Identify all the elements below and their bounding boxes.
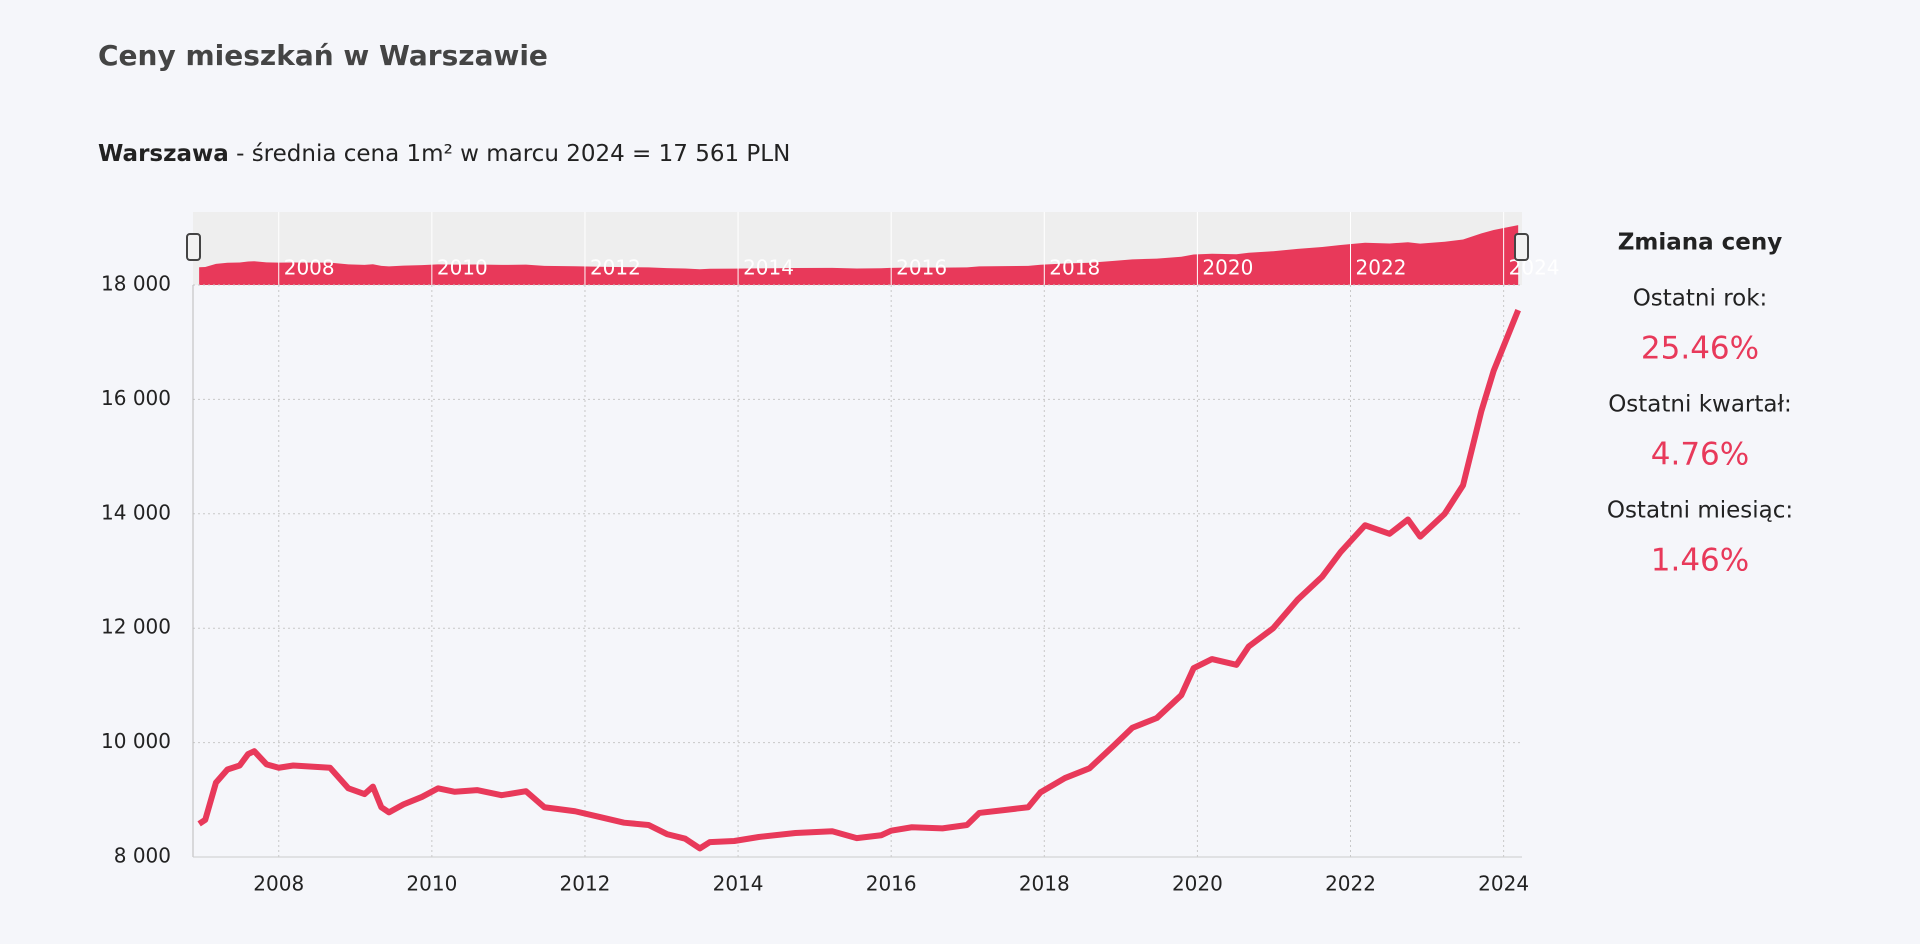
stat-label: Ostatni miesiąc: bbox=[1607, 498, 1793, 524]
x-tick-label: 2018 bbox=[1019, 872, 1070, 896]
stat-value: 4.76% bbox=[1651, 437, 1749, 473]
navigator: 2008 2010 2012 2014 2016 2018 2020 2022 2024 bbox=[199, 212, 1560, 285]
y-tick-label: 10 000 bbox=[101, 729, 171, 753]
subtitle: Warszawa - średnia cena 1m² w marcu 2024… bbox=[98, 141, 790, 167]
navigator-label: 2010 bbox=[437, 256, 488, 280]
navigator-label: 2008 bbox=[284, 256, 335, 280]
y-tick-label: 16 000 bbox=[101, 386, 171, 410]
y-tick-label: 18 000 bbox=[101, 272, 171, 296]
x-tick-label: 2008 bbox=[253, 872, 304, 896]
navigator-label: 2012 bbox=[590, 256, 641, 280]
x-tick-label: 2022 bbox=[1325, 872, 1376, 896]
y-tick-label: 12 000 bbox=[101, 615, 171, 639]
stat-label: Ostatni kwartał: bbox=[1608, 392, 1792, 418]
navigator-area bbox=[199, 225, 1519, 285]
x-tick-label: 2012 bbox=[560, 872, 611, 896]
x-tick-label: 2020 bbox=[1172, 872, 1223, 896]
navigator-label: 2020 bbox=[1202, 256, 1253, 280]
panel-title: Zmiana ceny bbox=[1618, 230, 1783, 256]
x-tick-label: 2024 bbox=[1478, 872, 1529, 896]
navigator-label: 2022 bbox=[1356, 256, 1407, 280]
y-tick-label: 8 000 bbox=[114, 844, 171, 868]
stat-value: 1.46% bbox=[1651, 543, 1749, 579]
plot: 8 000 10 000 12 000 14 000 16 000 18 000 2008 2… bbox=[101, 272, 1529, 896]
x-tick-label: 2016 bbox=[866, 872, 917, 896]
subtitle-text: - średnia cena 1m² w marcu 2024 = 17 561… bbox=[229, 141, 791, 167]
price-change-panel: Zmiana ceny Ostatni rok: 25.46% Ostatni kw… bbox=[1607, 230, 1793, 579]
chart-title: Ceny mieszkań w Warszawie bbox=[98, 39, 548, 72]
stat-label: Ostatni rok: bbox=[1633, 286, 1768, 312]
navigator-label: 2016 bbox=[896, 256, 947, 280]
subtitle-city: Warszawa bbox=[98, 141, 229, 167]
navigator-handle-right[interactable] bbox=[1514, 233, 1529, 261]
price-line bbox=[197, 308, 1521, 852]
y-tick-label: 14 000 bbox=[101, 500, 171, 524]
x-tick-label: 2010 bbox=[406, 872, 457, 896]
navigator-label: 2018 bbox=[1049, 256, 1100, 280]
stat-value: 25.46% bbox=[1641, 331, 1759, 367]
x-tick-label: 2014 bbox=[713, 872, 764, 896]
navigator-label: 2014 bbox=[743, 256, 794, 280]
navigator-handle-left[interactable] bbox=[186, 233, 201, 261]
